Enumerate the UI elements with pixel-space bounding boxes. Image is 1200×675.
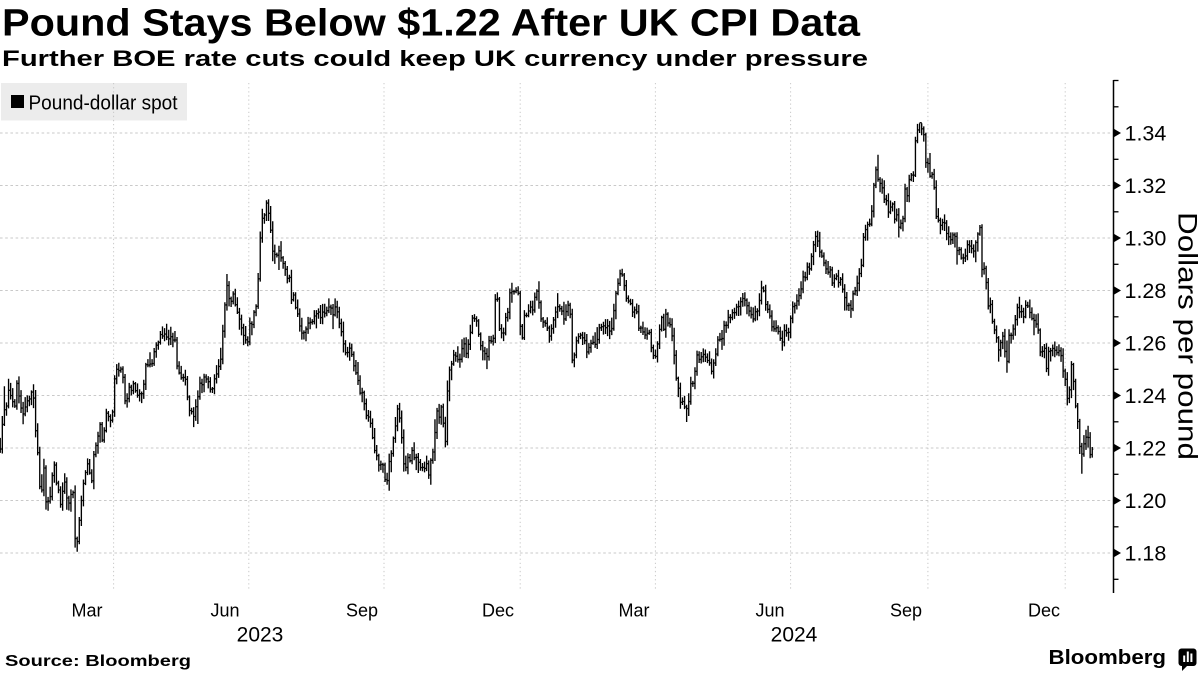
svg-text:1.18: 1.18 (1125, 542, 1167, 566)
svg-text:Jun: Jun (210, 601, 239, 621)
svg-text:Sep: Sep (346, 601, 378, 621)
svg-text:1.30: 1.30 (1125, 227, 1167, 251)
svg-text:2024: 2024 (771, 624, 818, 647)
svg-text:Dec: Dec (1028, 601, 1060, 621)
svg-text:Sep: Sep (890, 601, 922, 621)
svg-text:Bloomberg: Bloomberg (1049, 647, 1167, 669)
svg-text:1.32: 1.32 (1125, 174, 1167, 198)
svg-text:1.28: 1.28 (1125, 279, 1167, 303)
svg-text:Pound-dollar spot: Pound-dollar spot (29, 92, 178, 115)
svg-text:2023: 2023 (237, 624, 284, 647)
svg-text:1.34: 1.34 (1125, 122, 1167, 146)
svg-text:Pound Stays Below $1.22 After: Pound Stays Below $1.22 After UK CPI Dat… (2, 2, 861, 44)
svg-text:1.20: 1.20 (1125, 489, 1167, 513)
svg-text:1.24: 1.24 (1125, 384, 1167, 408)
svg-text:Further BOE rate cuts could ke: Further BOE rate cuts could keep UK curr… (2, 46, 868, 71)
svg-text:1.22: 1.22 (1125, 437, 1167, 461)
svg-text:Mar: Mar (72, 601, 103, 621)
svg-text:Dollars per pound: Dollars per pound (1173, 212, 1200, 460)
svg-text:Jun: Jun (755, 601, 784, 621)
svg-text:Dec: Dec (482, 601, 514, 621)
svg-text:Mar: Mar (619, 601, 650, 621)
svg-text:Source: Bloomberg: Source: Bloomberg (5, 653, 191, 670)
svg-text:1.26: 1.26 (1125, 332, 1167, 356)
